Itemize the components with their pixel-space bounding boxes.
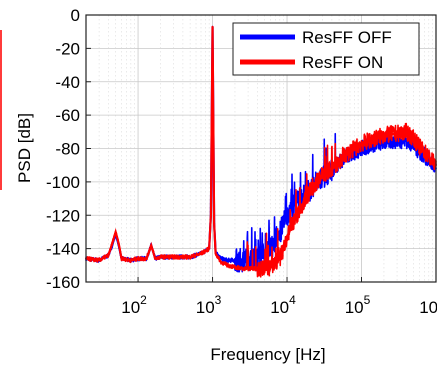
x-tick-label: 106 — [419, 293, 437, 317]
y-tick-label: -120 — [46, 206, 80, 225]
x-tick-label: 105 — [345, 293, 371, 317]
y-tick-label: -140 — [46, 240, 80, 259]
y-tick-label: -160 — [46, 273, 80, 292]
x-axis-ticks: 102 103 104 105 106 — [121, 277, 437, 317]
y-tick-label: -60 — [55, 106, 80, 125]
series-line — [85, 26, 437, 270]
y-tick-label: -80 — [55, 140, 80, 159]
y-tick-label: -40 — [55, 73, 80, 92]
legend-box — [232, 22, 420, 76]
legend: ResFF OFF ResFF ON — [232, 22, 420, 76]
y-tick-label: -20 — [55, 39, 80, 58]
cropped-edge-artifact — [0, 30, 2, 190]
x-tick-label: 102 — [121, 293, 147, 317]
legend-label-resff-on: ResFF ON — [302, 53, 383, 72]
series-resff-on — [85, 25, 437, 278]
y-axis-label: PSD [dB] — [15, 113, 34, 183]
plot-area — [85, 25, 437, 278]
x-axis-label: Frequency [Hz] — [210, 345, 325, 364]
y-axis-ticks: 0 -20 -40 -60 -80 -100 -120 -140 -160 — [46, 6, 91, 292]
legend-label-resff-off: ResFF OFF — [302, 28, 392, 47]
x-tick-label: 103 — [196, 293, 222, 317]
y-tick-label: 0 — [71, 6, 80, 25]
x-tick-label: 104 — [270, 293, 296, 317]
y-tick-label: -100 — [46, 173, 80, 192]
